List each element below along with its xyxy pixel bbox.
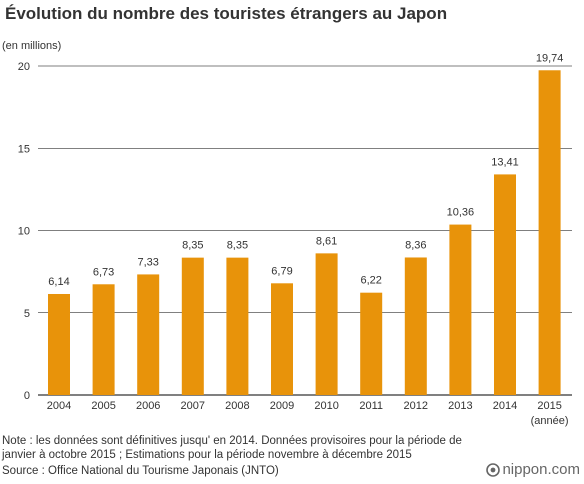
bars-layer	[48, 70, 561, 395]
value-label: 8,36	[405, 239, 426, 251]
y-axis-unit-label: (en millions)	[2, 40, 61, 52]
x-tick-label: 2014	[493, 400, 517, 412]
logo-text: nippon.com	[502, 461, 580, 478]
value-label: 6,14	[48, 276, 69, 288]
x-tick-label: 2013	[448, 400, 472, 412]
x-tick-label: 2008	[225, 400, 249, 412]
bar	[449, 224, 472, 395]
value-label: 8,61	[316, 235, 337, 247]
x-tick-label: 2006	[136, 400, 160, 412]
y-tick-label: 5	[24, 308, 30, 320]
value-label: 6,79	[271, 265, 292, 277]
x-tick-label: 2007	[181, 400, 205, 412]
y-tick-label: 20	[18, 61, 30, 73]
y-tick-label: 15	[18, 143, 30, 155]
bar	[360, 292, 383, 395]
x-axis-unit-label: (année)	[531, 415, 569, 427]
bar	[226, 257, 249, 395]
value-label: 8,35	[182, 240, 203, 252]
x-tick-label: 2011	[359, 400, 383, 412]
chart-note: Note : les données sont définitives jusq…	[2, 435, 462, 461]
x-tick-label: 2009	[270, 400, 294, 412]
value-label: 13,41	[491, 156, 519, 168]
value-label: 8,35	[227, 240, 248, 252]
bar	[315, 253, 338, 395]
bar	[538, 70, 561, 395]
value-label: 6,22	[360, 275, 381, 287]
bar	[181, 257, 204, 395]
chart-title: Évolution du nombre des touristes étrang…	[5, 4, 448, 23]
value-label: 19,74	[536, 52, 564, 64]
y-tick-label: 0	[24, 390, 30, 402]
x-tick-label: 2015	[537, 400, 561, 412]
value-label: 7,33	[137, 256, 158, 268]
grid-layer	[38, 65, 572, 396]
value-label: 6,73	[93, 266, 114, 278]
nippon-logo[interactable]: nippon.com	[486, 461, 580, 478]
bar-chart: (en millions) 6,14 6,73 7,33 8,35 8,35 6,79 8,…	[2, 40, 572, 427]
bar	[92, 284, 115, 395]
chart-source: Source : Office National du Tourisme Jap…	[2, 465, 279, 477]
y-tick-label: 10	[18, 226, 30, 238]
x-tick-label: 2010	[314, 400, 338, 412]
bar	[404, 257, 427, 395]
bar	[494, 174, 516, 395]
nippon-logo-icon	[486, 462, 501, 477]
x-ticks-layer: 2004 2005 2006 2007 2008 2009 2010 2011 2012 2013…	[47, 400, 569, 427]
value-labels-layer: 6,14 6,73 7,33 8,35 8,35 6,79 8,61 6,22 8,36 10,3…	[48, 52, 563, 288]
bar	[137, 274, 160, 395]
x-tick-label: 2005	[91, 400, 115, 412]
bar	[48, 293, 70, 395]
bar	[271, 283, 293, 395]
x-tick-label: 2004	[47, 400, 71, 412]
y-ticks-layer: 0 5 10 15 20	[18, 61, 30, 402]
value-label: 10,36	[447, 207, 475, 219]
x-tick-label: 2012	[404, 400, 428, 412]
